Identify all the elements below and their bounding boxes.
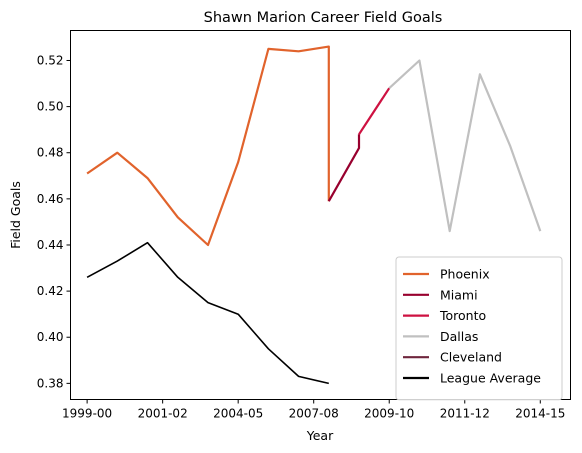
series-line-toronto: [358, 87, 391, 135]
legend-label: Toronto: [439, 308, 486, 323]
x-tick-label: 2001-02: [138, 407, 188, 421]
y-tick-label: 0.52: [37, 53, 64, 67]
x-tick-label: 2004-05: [213, 407, 263, 421]
legend-label: Dallas: [440, 329, 478, 344]
x-tick-label: 2011-12: [440, 407, 490, 421]
series-line-phoenix: [86, 45, 330, 247]
x-axis: 1999-00 2001-02 2004-05 2007-08 2009-10 2011-…: [62, 399, 565, 421]
x-tick-label: 2014-15: [515, 407, 565, 421]
chart-title: Shawn Marion Career Field Goals: [204, 10, 443, 26]
y-tick-label: 0.46: [37, 192, 64, 206]
series-line-league-average: [86, 241, 329, 385]
y-axis-label: Field Goals: [8, 181, 23, 249]
x-axis-label: Year: [306, 428, 334, 443]
legend-label: Miami: [440, 287, 478, 302]
x-tick-label: 1999-00: [62, 407, 112, 421]
plot-area: [86, 45, 542, 385]
x-tick-label: 2009-10: [364, 407, 414, 421]
y-axis: 0.38 0.40 0.42 0.44 0.46 0.48 0.50 0.52: [37, 53, 71, 390]
y-tick-label: 0.44: [37, 238, 64, 252]
legend: Phoenix Miami Toronto Dallas Cleveland League…: [395, 256, 563, 401]
y-tick-label: 0.48: [37, 146, 64, 160]
legend-label: Cleveland: [440, 350, 502, 365]
y-tick-label: 0.50: [37, 100, 64, 114]
plot-frame: [70, 30, 571, 400]
legend-label: Phoenix: [440, 267, 490, 282]
y-tick-label: 0.38: [37, 376, 64, 390]
legend-label: League Average: [440, 371, 541, 386]
y-tick-label: 0.40: [37, 330, 64, 344]
x-tick-label: 2007-08: [289, 407, 339, 421]
legend-box: [395, 256, 563, 401]
series-line-dallas: [388, 59, 542, 233]
y-tick-label: 0.42: [37, 284, 64, 298]
series-line-miami: [327, 134, 361, 202]
